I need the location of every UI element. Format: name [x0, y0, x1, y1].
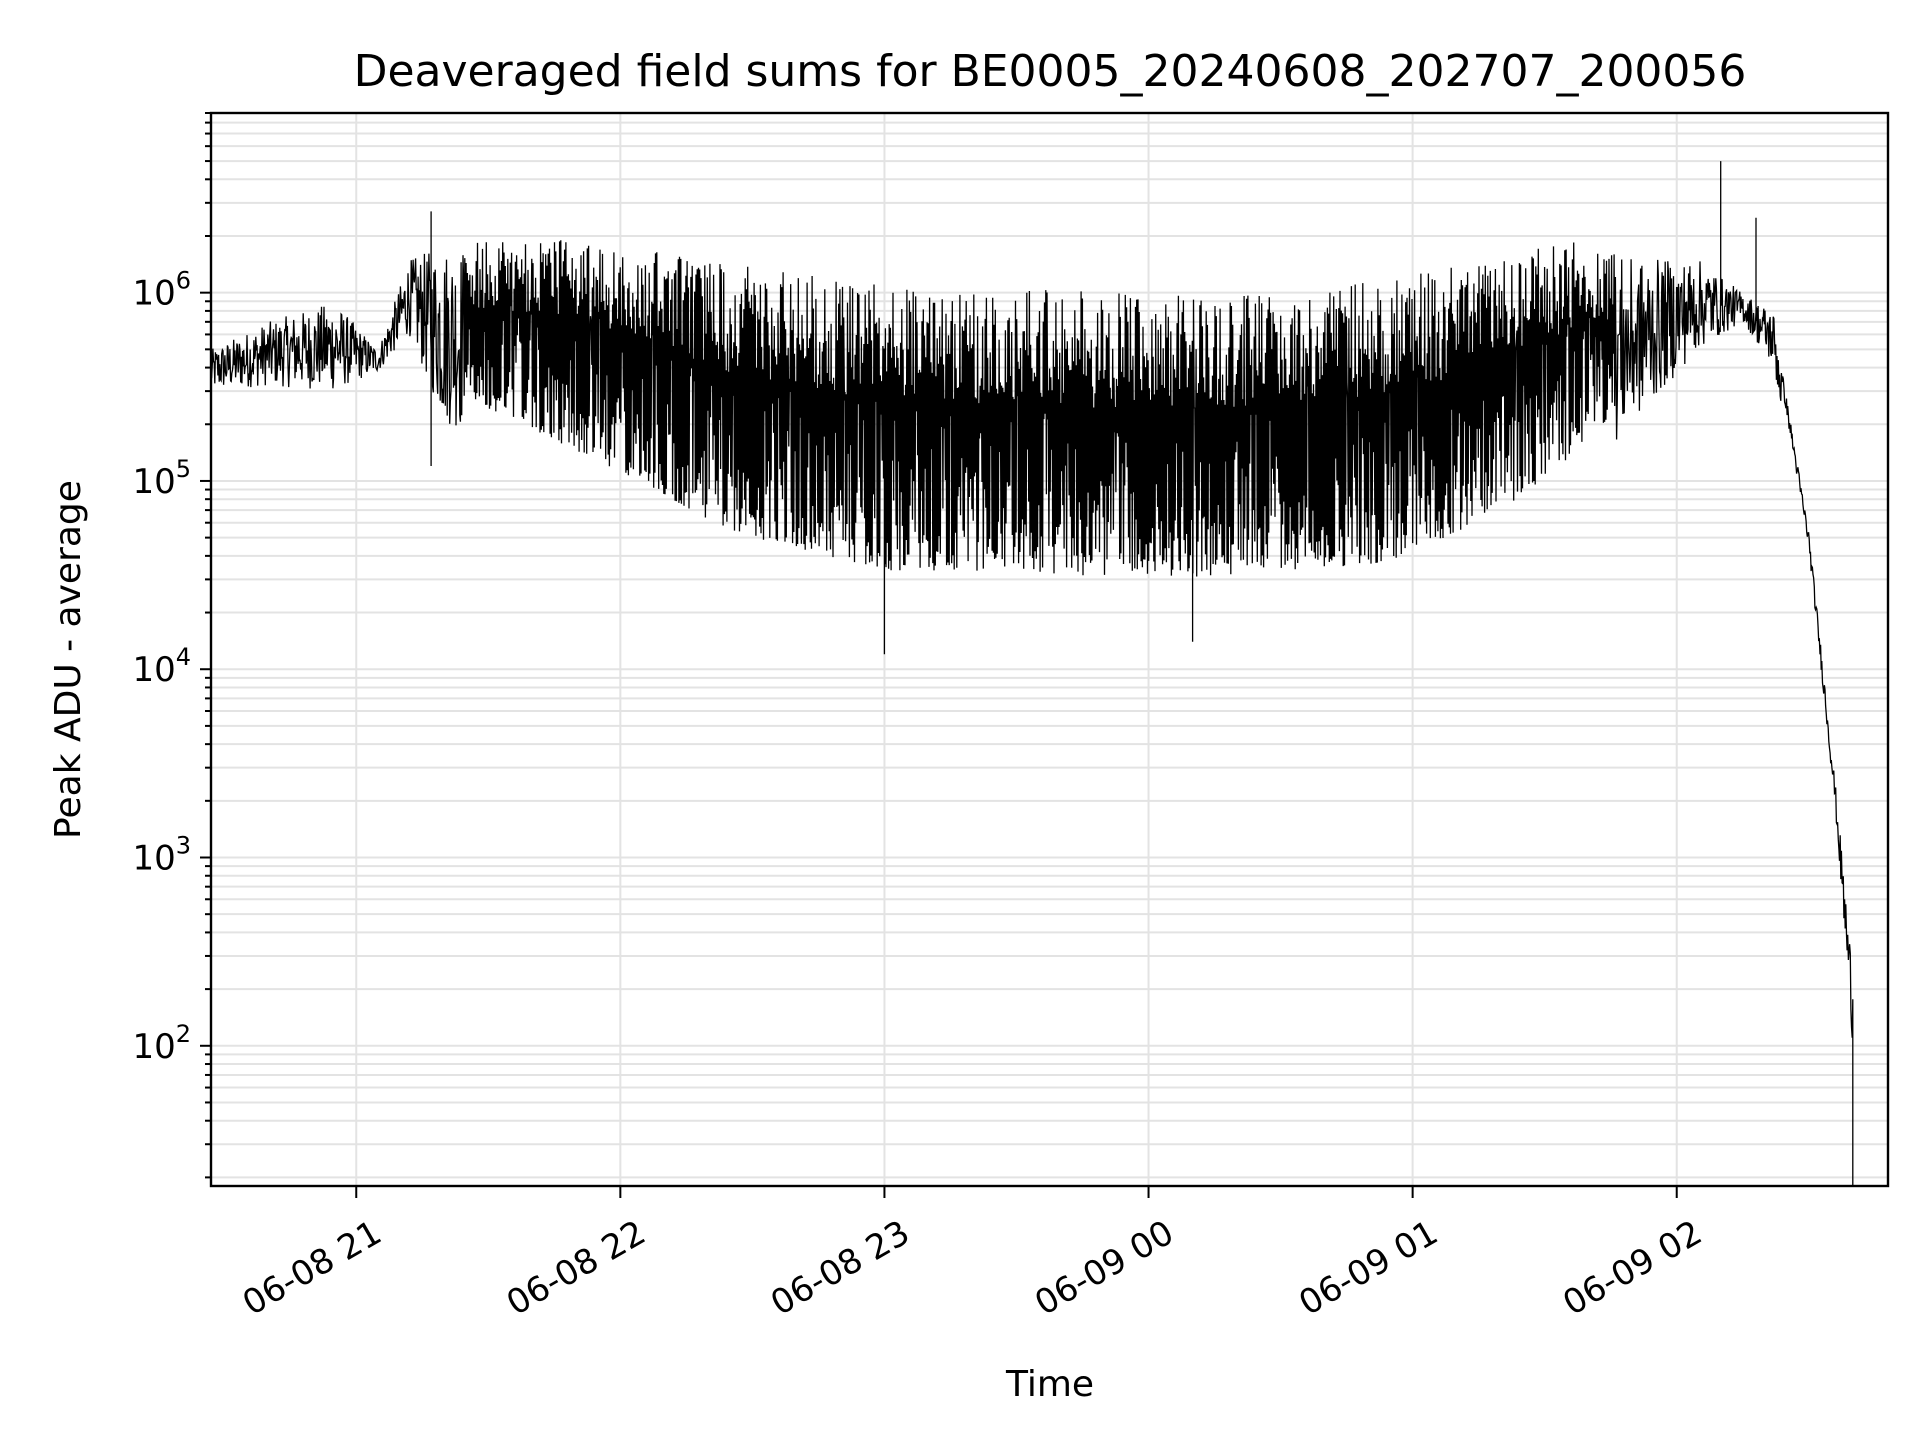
grid-lines — [211, 112, 1888, 1186]
y-tick-label: 104 — [132, 643, 191, 690]
y-tick-label: 102 — [132, 1020, 191, 1067]
y-axis-label: Peak ADU - average — [48, 480, 89, 839]
plot-frame — [209, 111, 1890, 1188]
chart-title: Deaveraged field sums for BE0005_2024060… — [354, 46, 1747, 97]
series-line — [210, 161, 1854, 1186]
y-axis: 102 103 104 105 106 — [132, 112, 211, 1179]
y-tick-label: 105 — [132, 455, 191, 502]
y-tick-label: 106 — [132, 267, 191, 314]
y-tick-label: 103 — [132, 832, 191, 879]
x-axis-label: Time — [1005, 1364, 1094, 1405]
